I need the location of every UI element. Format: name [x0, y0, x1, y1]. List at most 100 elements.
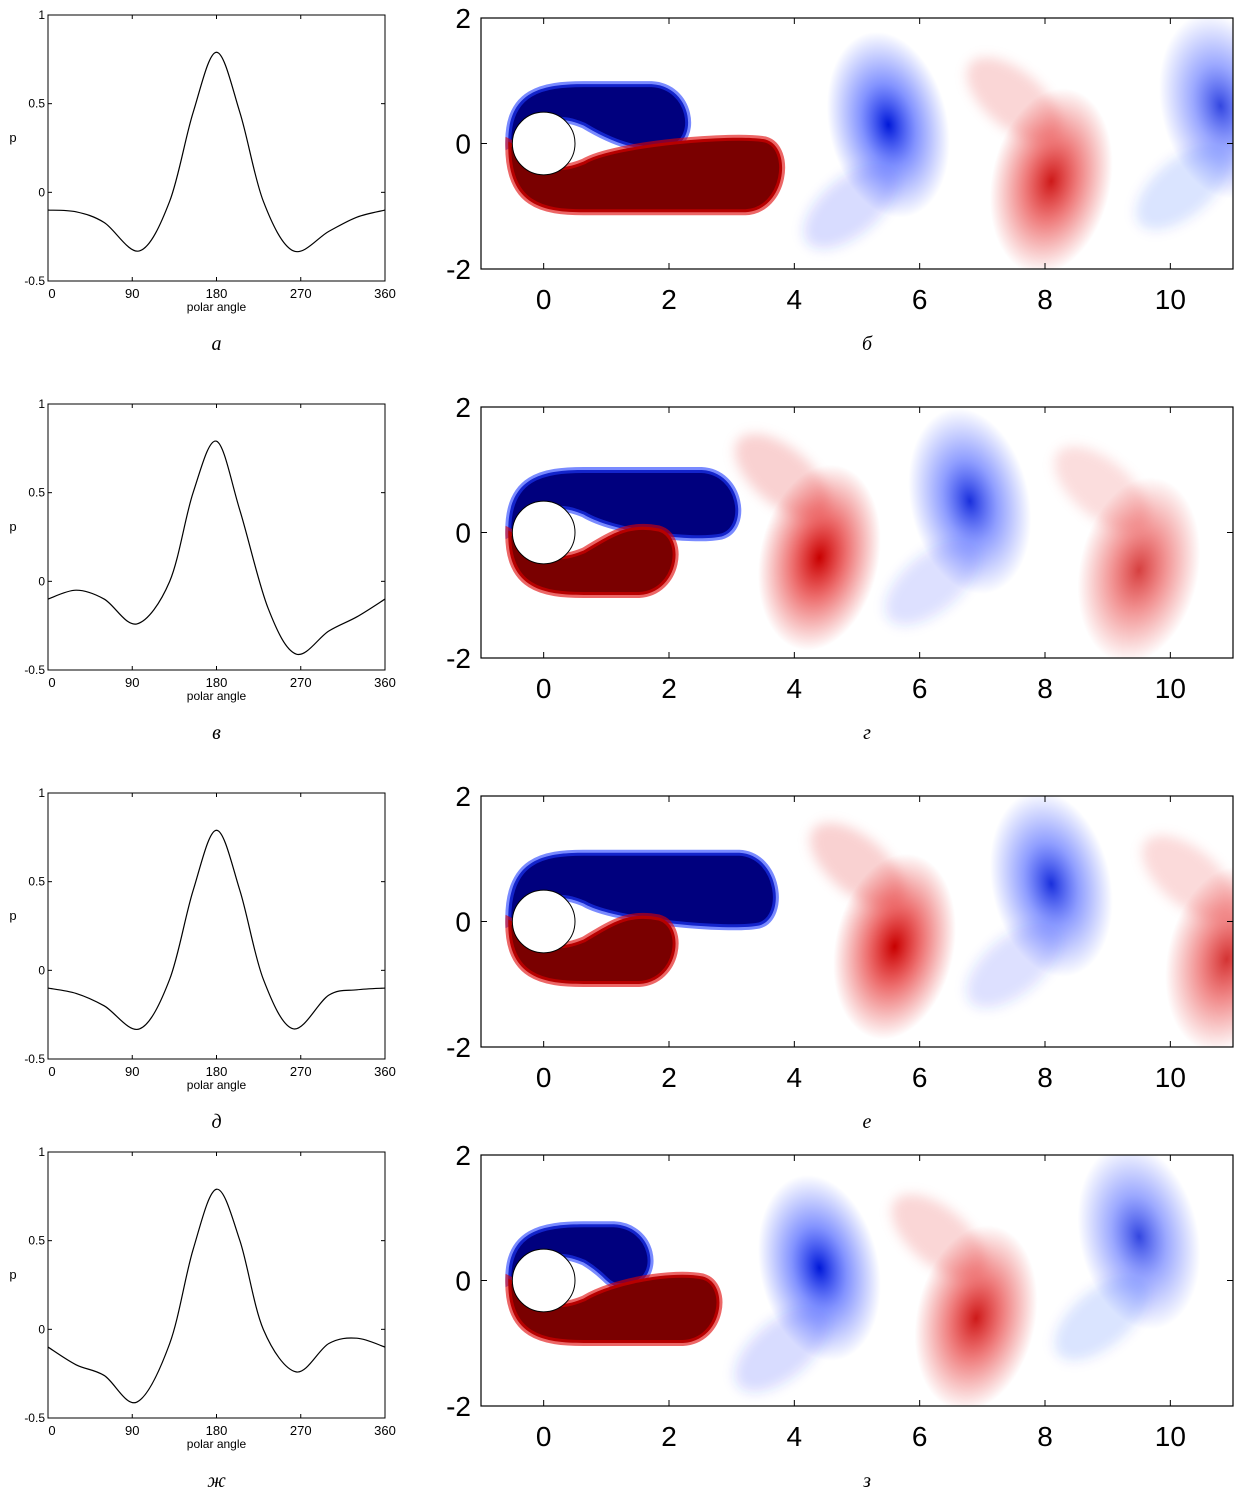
- vorticity-x-tick-label: 6: [912, 673, 928, 704]
- pressure-x-axis-label: polar angle: [187, 1078, 247, 1092]
- pressure-y-tick-label: 1: [38, 397, 45, 411]
- pressure-y-tick-label: 0: [38, 185, 45, 199]
- pressure-y-tick-label: 0: [38, 574, 45, 588]
- vorticity-field: [481, 1155, 1233, 1406]
- vorticity-x-tick-label: 8: [1037, 1062, 1053, 1093]
- pressure-y-tick-label: 0.5: [28, 486, 45, 500]
- vorticity-x-tick-label: 10: [1155, 1421, 1186, 1452]
- pressure-y-tick-label: 0.5: [28, 1234, 45, 1248]
- cylinder: [511, 500, 576, 565]
- pressure-x-tick-label: 0: [48, 1423, 55, 1438]
- pressure-x-tick-label: 0: [48, 1064, 55, 1079]
- vortex-positive: [1077, 477, 1201, 658]
- pressure-y-tick-label: -0.5: [24, 274, 45, 288]
- vorticity-y-tick-label: 0: [455, 129, 471, 160]
- pressure-axes-frame: [47, 14, 386, 282]
- pressure-x-axis-label: polar angle: [187, 1437, 247, 1451]
- vortex-negative: [757, 1175, 881, 1361]
- vortex-positive: [757, 464, 881, 651]
- vorticity-x-tick-label: 10: [1155, 1062, 1186, 1093]
- vorticity-x-tick-label: 2: [661, 673, 677, 704]
- vorticity-y-tick-label: -2: [446, 1391, 471, 1422]
- shear-layer-lower: [505, 912, 679, 987]
- vorticity-x-tick-label: 0: [536, 284, 552, 315]
- pressure-curve: [47, 51, 386, 253]
- pressure-axes-frame: [47, 1151, 386, 1419]
- pressure-x-tick-label: 180: [206, 286, 228, 301]
- vorticity-x-tick-label: 2: [661, 1421, 677, 1452]
- cylinder: [511, 889, 576, 954]
- pressure-x-tick-label: 270: [290, 1423, 312, 1438]
- vorticity-x-tick-label: 0: [536, 1421, 552, 1452]
- shear-layer-lower: [505, 1271, 723, 1346]
- pressure-y-tick-label: 0.5: [28, 97, 45, 111]
- vorticity-field: [481, 407, 1233, 658]
- pressure-y-axis-label: p: [9, 908, 16, 923]
- vorticity-y-tick-label: -2: [446, 1032, 471, 1063]
- pressure-y-tick-label: -0.5: [24, 1411, 45, 1425]
- pressure-x-tick-label: 0: [48, 286, 55, 301]
- vorticity-y-tick-label: 0: [455, 907, 471, 938]
- panel-label-vorticity: г: [863, 722, 871, 744]
- pressure-x-tick-label: 90: [125, 1423, 139, 1438]
- shear-layer-upper: [505, 849, 779, 931]
- pressure-y-tick-label: -0.5: [24, 663, 45, 677]
- panel-label-vorticity: б: [862, 333, 873, 355]
- vorticity-x-tick-label: 10: [1155, 284, 1186, 315]
- cylinder: [511, 1248, 576, 1313]
- vorticity-x-tick-label: 4: [787, 673, 803, 704]
- shear-layer-lower: [505, 134, 786, 216]
- vorticity-x-tick-label: 2: [661, 284, 677, 315]
- vorticity-y-tick-label: 2: [455, 3, 471, 34]
- vorticity-x-tick-label: 6: [912, 1062, 928, 1093]
- pressure-y-axis-label: p: [9, 130, 16, 145]
- pressure-y-tick-label: 0: [38, 1322, 45, 1336]
- vortex-negative: [1077, 1155, 1201, 1330]
- cylinder: [511, 111, 576, 176]
- vortex-positive: [1165, 866, 1233, 1047]
- vorticity-x-tick-label: 8: [1037, 1421, 1053, 1452]
- vorticity-map: 0 2 4 6 8 10 -2 0 2: [446, 781, 1234, 1093]
- vorticity-y-tick-label: -2: [446, 254, 471, 285]
- shear-layer-lower: [505, 523, 679, 598]
- vorticity-y-tick-label: 2: [455, 1140, 471, 1171]
- vorticity-x-tick-label: 2: [661, 1062, 677, 1093]
- vorticity-y-tick-label: 2: [455, 781, 471, 812]
- pressure-x-tick-label: 360: [374, 286, 396, 301]
- panel-label-vorticity: е: [863, 1111, 872, 1133]
- pressure-axes-frame: [47, 792, 386, 1060]
- shear-layer-upper: [505, 467, 742, 542]
- vorticity-map: 0 2 4 6 8 10 -2 0 2: [446, 392, 1234, 704]
- vorticity-x-tick-label: 6: [912, 1421, 928, 1452]
- vorticity-x-tick-label: 8: [1037, 673, 1053, 704]
- pressure-curve: [47, 829, 386, 1030]
- pressure-x-tick-label: 360: [374, 675, 396, 690]
- pressure-x-tick-label: 360: [374, 1064, 396, 1079]
- pressure-x-tick-label: 270: [290, 1064, 312, 1079]
- pressure-x-tick-label: 360: [374, 1423, 396, 1438]
- vorticity-field: [481, 18, 1233, 269]
- vorticity-x-tick-label: 4: [787, 284, 803, 315]
- pressure-curve: [47, 440, 386, 656]
- pressure-x-axis-label: polar angle: [187, 300, 247, 314]
- pressure-x-tick-label: 270: [290, 286, 312, 301]
- vorticity-x-tick-label: 4: [787, 1421, 803, 1452]
- pressure-x-axis-label: polar angle: [187, 689, 247, 703]
- vorticity-y-tick-label: -2: [446, 643, 471, 674]
- panel-label-pressure: д: [211, 1111, 221, 1133]
- panel-label-pressure: в: [212, 722, 221, 744]
- pressure-y-tick-label: 1: [38, 786, 45, 800]
- vorticity-x-tick-label: 10: [1155, 673, 1186, 704]
- vorticity-x-tick-label: 0: [536, 1062, 552, 1093]
- pressure-x-tick-label: 90: [125, 286, 139, 301]
- vortex-negative: [826, 31, 950, 218]
- vortex-negative: [908, 408, 1032, 595]
